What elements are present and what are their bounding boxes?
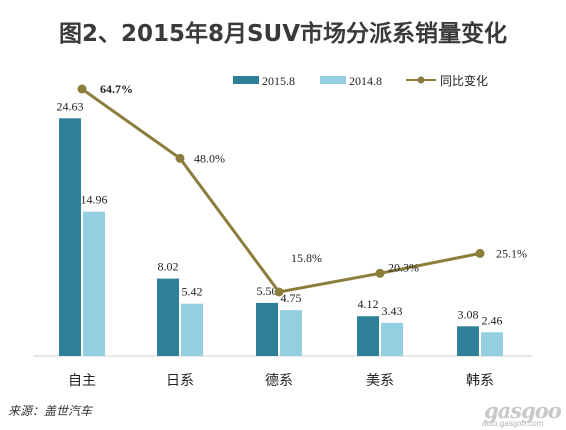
bars bbox=[59, 118, 503, 357]
bar-2015.8-2 bbox=[256, 302, 278, 356]
legend-swatch-2014 bbox=[320, 76, 346, 84]
yoy-point-3 bbox=[375, 268, 385, 278]
yoy-polyline bbox=[81, 87, 481, 294]
legend-label-yoy: 同比变化 bbox=[440, 73, 488, 88]
yoy-label-2: 15.8% bbox=[291, 251, 322, 265]
bar-label-2015.8-1: 8.02 bbox=[158, 260, 179, 274]
bar-label-2014.8-1: 5.42 bbox=[182, 285, 203, 299]
yoy-label-3: 20.3% bbox=[388, 260, 419, 274]
x-tick-3: 美系 bbox=[366, 373, 394, 389]
watermark-url: auto.gasgoo.com bbox=[482, 419, 544, 428]
watermark-logo: gasgoo auto.gasgoo.com bbox=[478, 392, 564, 428]
bar-labels: 24.63 14.96 8.025.42 5.504.75 4.12 3.43 3.08 2.… bbox=[57, 99, 503, 327]
yoy-point-2 bbox=[274, 287, 284, 297]
bar-2014.8-3 bbox=[381, 322, 403, 356]
bar-label-2014.8-4: 2.46 bbox=[482, 313, 503, 327]
yoy-point-4 bbox=[475, 248, 485, 258]
bar-label-2015.8-0: 24.63 bbox=[57, 99, 84, 113]
bar-2014.8-4 bbox=[481, 332, 503, 356]
x-tick-2: 德系 bbox=[265, 373, 293, 389]
bar-label-2015.8-2: 5.50 bbox=[257, 284, 278, 298]
chart-title: 图2、2015年8月SUV市场分派系销量变化 bbox=[58, 21, 508, 47]
x-tick-1: 日系 bbox=[166, 373, 194, 389]
bar-2014.8-1 bbox=[181, 303, 203, 356]
legend: 2015.8 2014.8 同比变化 bbox=[233, 73, 488, 88]
bar-label-2015.8-4: 3.08 bbox=[458, 307, 479, 321]
source-note: 来源：盖世汽车 bbox=[8, 404, 93, 418]
x-tick-4: 韩系 bbox=[466, 373, 494, 389]
bar-2015.8-0 bbox=[59, 118, 81, 357]
bar-2015.8-1 bbox=[157, 278, 179, 356]
watermark-logo-text: gasgoo bbox=[484, 398, 562, 423]
yoy-line bbox=[77, 84, 485, 297]
bar-2014.8-2 bbox=[280, 310, 302, 356]
legend-line-marker bbox=[417, 76, 425, 84]
legend-label-2015: 2015.8 bbox=[262, 74, 295, 88]
yoy-label-4: 25.1% bbox=[496, 246, 527, 260]
yoy-labels: 64.7% 48.0% 15.8% 20.3% 25.1% bbox=[100, 82, 527, 274]
yoy-point-0 bbox=[77, 84, 87, 94]
bar-label-2014.8-3: 3.43 bbox=[382, 304, 403, 318]
yoy-label-0: 64.7% bbox=[100, 82, 133, 96]
x-tick-labels: 自主 日系 德系 美系 韩系 bbox=[68, 373, 494, 389]
legend-swatch-2015 bbox=[233, 76, 259, 84]
bar-2015.8-4 bbox=[457, 326, 479, 356]
bar-label-2015.8-3: 4.12 bbox=[358, 297, 379, 311]
bar-label-2014.8-0: 14.96 bbox=[81, 193, 108, 207]
yoy-point-1 bbox=[175, 153, 185, 163]
bar-label-2014.8-2: 4.75 bbox=[281, 291, 302, 305]
bar-2014.8-0 bbox=[83, 211, 105, 356]
yoy-label-1: 48.0% bbox=[194, 151, 225, 165]
legend-label-2014: 2014.8 bbox=[349, 74, 382, 88]
bar-2015.8-3 bbox=[357, 316, 379, 356]
x-tick-0: 自主 bbox=[68, 373, 96, 389]
